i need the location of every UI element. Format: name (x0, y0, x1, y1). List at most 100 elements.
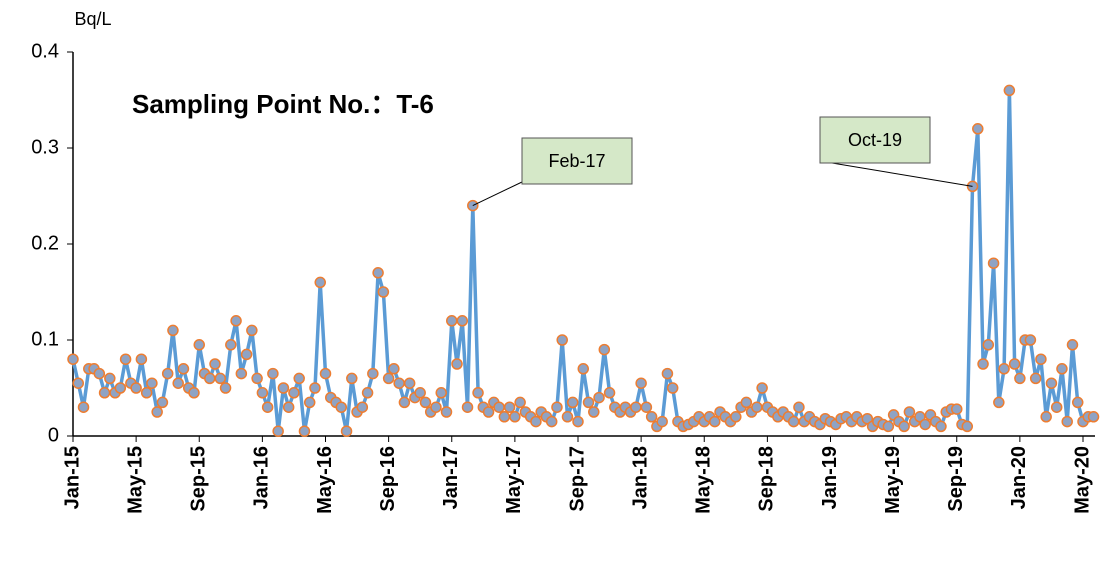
data-point (503, 401, 516, 413)
data-point (603, 387, 616, 399)
data-point (261, 401, 274, 413)
data-point (414, 387, 426, 399)
x-tick-label: Jan-15 (61, 446, 83, 509)
data-point (1024, 334, 1037, 346)
y-tick-label: 0.4 (31, 40, 59, 62)
data-point (1066, 339, 1079, 351)
data-point (598, 343, 611, 356)
x-tick-label: Jan-20 (1008, 446, 1030, 509)
data-point (403, 377, 416, 389)
x-tick-label: May-20 (1071, 446, 1093, 514)
data-point (135, 353, 148, 365)
data-point (77, 401, 90, 413)
data-point (361, 387, 374, 399)
data-point (72, 377, 85, 389)
data-point (566, 396, 579, 409)
data-point (1003, 84, 1016, 97)
x-tick-label: Sep-18 (756, 446, 778, 512)
data-point (551, 401, 563, 413)
data-point (577, 363, 590, 375)
chart-title: Sampling Point No.：T-6 (132, 89, 434, 119)
data-point (219, 382, 232, 394)
x-tick-label: May-17 (503, 446, 525, 514)
data-point (545, 415, 558, 428)
data-point (119, 353, 132, 365)
data-point (493, 401, 505, 413)
data-point (288, 387, 300, 399)
data-point (661, 367, 674, 380)
y-tick-label: 0.2 (31, 232, 59, 254)
data-point (204, 372, 216, 385)
data-point (393, 377, 405, 389)
data-point (156, 396, 169, 409)
data-point (419, 396, 432, 409)
data-point (161, 367, 174, 380)
x-tick-label: May-15 (124, 446, 146, 514)
data-point (898, 420, 910, 433)
data-point (998, 363, 1010, 375)
data-point (346, 372, 358, 385)
callout-label: Oct-19 (848, 130, 902, 150)
x-tick-label: Jan-17 (440, 446, 462, 509)
data-point (1008, 358, 1021, 370)
data-point (1071, 396, 1084, 409)
data-point (367, 367, 379, 380)
data-point (140, 387, 153, 399)
data-point (640, 401, 653, 413)
data-point (730, 411, 742, 423)
data-point (151, 406, 163, 418)
x-tick-label: Sep-16 (377, 446, 399, 512)
data-point (230, 315, 242, 327)
data-point (319, 367, 332, 380)
data-point (188, 387, 200, 399)
callout-leader (819, 160, 973, 187)
data-point (177, 363, 190, 375)
data-point (93, 367, 106, 380)
data-point (1056, 363, 1068, 375)
data-point (225, 339, 237, 351)
data-point (267, 367, 279, 380)
data-point (935, 420, 947, 433)
data-point (903, 406, 916, 418)
data-point (440, 406, 453, 418)
data-point (666, 382, 679, 394)
data-point (561, 411, 574, 423)
data-point (388, 363, 400, 375)
data-point (588, 406, 600, 418)
x-tick-label: Jan-18 (629, 446, 651, 509)
data-point (372, 267, 384, 279)
data-point (277, 382, 290, 394)
data-point (209, 358, 221, 370)
data-point (961, 420, 974, 433)
data-point (787, 415, 800, 428)
data-point (482, 406, 495, 418)
data-point (472, 387, 484, 399)
data-point (630, 401, 642, 413)
data-point (914, 411, 926, 423)
y-axis-label: Bq/L (74, 9, 111, 29)
data-point (251, 372, 263, 385)
data-point (146, 377, 158, 389)
data-point (793, 401, 805, 413)
data-point (67, 353, 79, 365)
callout-label: Feb-17 (548, 151, 605, 171)
data-point (645, 411, 658, 423)
data-point (272, 425, 284, 437)
data-point (919, 418, 931, 431)
data-point (972, 123, 984, 135)
data-point (509, 411, 521, 423)
data-point (256, 387, 269, 399)
data-point (656, 415, 668, 428)
data-point (709, 415, 721, 428)
data-point (498, 411, 511, 423)
data-point (740, 396, 753, 409)
data-point (756, 382, 768, 394)
data-point (446, 315, 458, 327)
data-point (398, 396, 411, 409)
data-point (282, 401, 295, 413)
data-point (303, 396, 316, 409)
data-point (1087, 411, 1100, 423)
data-point (987, 257, 1000, 269)
data-point (382, 372, 395, 385)
